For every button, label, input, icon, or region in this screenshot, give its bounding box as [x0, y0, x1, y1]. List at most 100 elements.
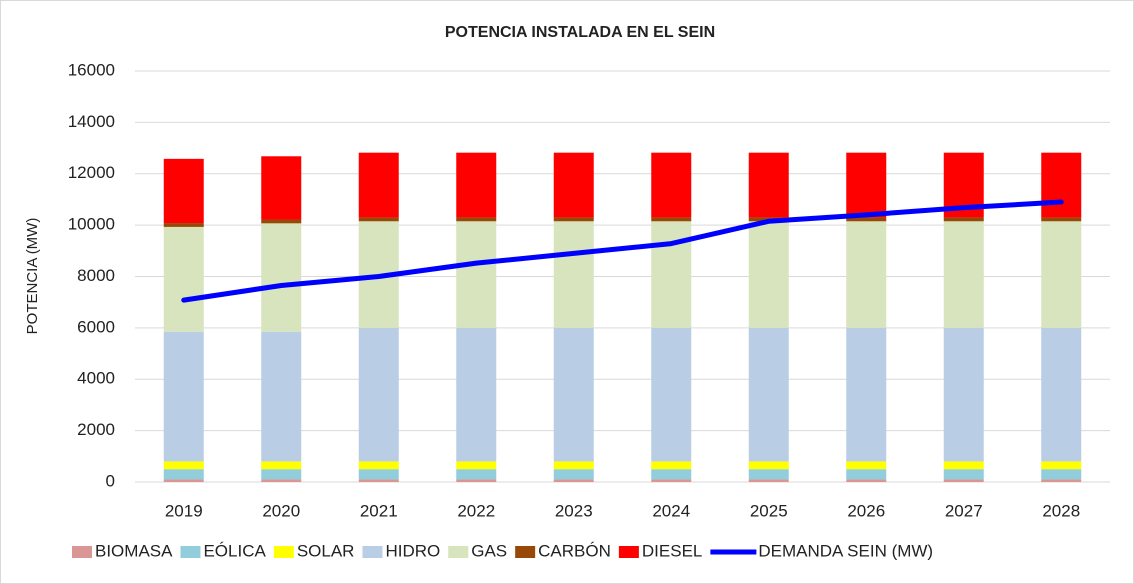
legend-label: EÓLICA [203, 541, 266, 560]
bar-segment [456, 469, 497, 480]
bar-segment [943, 469, 984, 480]
bar-segment [651, 152, 692, 218]
bar-segment [261, 223, 302, 332]
y-tick-label: 4000 [77, 369, 115, 388]
x-tick-label: 2025 [750, 501, 788, 520]
x-tick-label: 2024 [652, 501, 690, 520]
bar-segment [943, 479, 984, 482]
bar-segment [846, 479, 887, 482]
bar-segment [651, 221, 692, 328]
y-tick-label: 16000 [68, 60, 115, 79]
bar-segment [163, 226, 204, 332]
bar-segment [651, 327, 692, 462]
bar-segment [846, 221, 887, 328]
y-tick-label: 0 [106, 471, 115, 490]
bar-segment [358, 217, 399, 222]
legend-label: HIDRO [385, 541, 440, 560]
y-tick-label: 8000 [77, 266, 115, 285]
legend-swatch [618, 546, 639, 558]
bar-segment [651, 461, 692, 470]
bar-segment [358, 469, 399, 480]
bar-segment [748, 221, 789, 328]
bar-segment [553, 461, 594, 470]
line-series [181, 199, 1064, 303]
bar-segment [748, 479, 789, 482]
bar-segment [1041, 469, 1082, 480]
x-tick-label: 2028 [1042, 501, 1080, 520]
bar-segment [163, 469, 204, 480]
x-tick-label: 2019 [165, 501, 203, 520]
bar-segment [1041, 461, 1082, 470]
bar-segment [748, 327, 789, 462]
y-tick-label: 2000 [77, 420, 115, 439]
bar-segment [261, 469, 302, 480]
legend-label: BIOMASA [95, 541, 173, 560]
legend-label: DIESEL [642, 541, 702, 560]
bar-segment [651, 217, 692, 222]
bar-segment [163, 331, 204, 462]
bar-segment [748, 461, 789, 470]
bar-segment [358, 461, 399, 470]
legend-label: CARBÓN [538, 541, 611, 560]
bar-segment [846, 469, 887, 480]
bar-segment [163, 158, 204, 224]
bar-segment [846, 461, 887, 470]
bar-segment [163, 479, 204, 482]
bar-segment [943, 327, 984, 462]
chart-title: POTENCIA INSTALADA EN EL SEIN [445, 24, 715, 41]
legend-swatch [448, 546, 469, 558]
bar-segment [553, 479, 594, 482]
bar-segment [358, 152, 399, 218]
y-tick-label: 10000 [68, 215, 115, 234]
bar-segment [456, 479, 497, 482]
bar-segment [748, 152, 789, 218]
x-tick-label: 2026 [847, 501, 885, 520]
bar-segment [748, 469, 789, 480]
bar-segment [1041, 221, 1082, 328]
bar-segment [163, 223, 204, 227]
bar-segment [846, 217, 887, 222]
legend-swatch [180, 546, 201, 558]
y-tick-label: 12000 [68, 163, 115, 182]
legend-label: SOLAR [297, 541, 355, 560]
legend-label: GAS [471, 541, 507, 560]
bar-segment [456, 461, 497, 470]
x-tick-label: 2020 [262, 501, 300, 520]
bar-segment [943, 221, 984, 328]
bar-segment [456, 327, 497, 462]
bar-segment [1041, 479, 1082, 482]
bar-segment [261, 156, 302, 220]
bar-segment [163, 461, 204, 470]
y-tick-label: 14000 [68, 112, 115, 131]
bar-segment [456, 217, 497, 222]
legend-swatch [362, 546, 383, 558]
bar-segment [261, 479, 302, 482]
bar-segment [553, 221, 594, 328]
legend-swatch [273, 546, 294, 558]
x-tick-label: 2023 [555, 501, 593, 520]
bar-segment [553, 217, 594, 222]
bar-segment [261, 219, 302, 224]
bar-segment [651, 469, 692, 480]
legend-label: DEMANDA SEIN (MW) [758, 541, 933, 560]
bar-segment [943, 217, 984, 222]
bar-segment [358, 327, 399, 462]
bar-segment [651, 479, 692, 482]
bar-segment [846, 327, 887, 462]
x-tick-label: 2022 [457, 501, 495, 520]
x-tick-label: 2021 [360, 501, 398, 520]
bar-segment [846, 152, 887, 218]
bar-segment [553, 327, 594, 462]
bar-segment [1041, 327, 1082, 462]
bar-segment [943, 461, 984, 470]
x-tick-label: 2027 [945, 501, 983, 520]
bar-segment [1041, 217, 1082, 222]
y-tick-label: 6000 [77, 317, 115, 336]
legend-swatch [72, 546, 92, 558]
bar-segment [261, 461, 302, 470]
bar-segment [553, 152, 594, 218]
y-axis-label: POTENCIA (MW) [24, 218, 41, 335]
bar-segment [358, 479, 399, 482]
legend-swatch [515, 546, 536, 558]
